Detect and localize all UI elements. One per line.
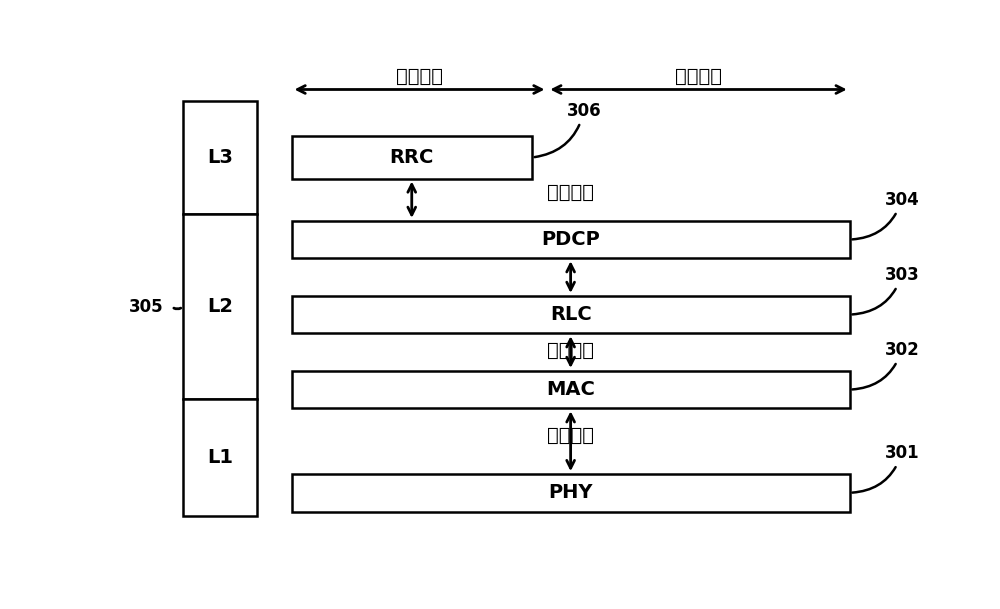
Bar: [292, 474, 850, 512]
Text: 逻辑信道: 逻辑信道: [547, 341, 594, 360]
Text: MAC: MAC: [546, 380, 595, 399]
Text: PHY: PHY: [548, 484, 593, 502]
Text: 301: 301: [852, 444, 919, 493]
Text: 传输信道: 传输信道: [547, 426, 594, 445]
Text: L2: L2: [207, 297, 233, 316]
Bar: [292, 371, 850, 409]
Text: 用户平面: 用户平面: [675, 67, 722, 86]
Text: PDCP: PDCP: [541, 230, 600, 249]
Text: 306: 306: [535, 102, 601, 157]
Text: RLC: RLC: [550, 305, 592, 324]
Bar: [292, 221, 850, 258]
Bar: [292, 296, 850, 333]
Text: 303: 303: [852, 266, 919, 314]
Bar: [183, 399, 257, 516]
Text: 304: 304: [852, 191, 919, 239]
Bar: [292, 136, 532, 178]
Text: L3: L3: [207, 148, 233, 167]
Text: 无线承载: 无线承载: [547, 183, 594, 202]
Text: 控制平面: 控制平面: [396, 67, 443, 86]
Text: RRC: RRC: [390, 148, 434, 167]
Bar: [183, 101, 257, 214]
Text: L1: L1: [207, 448, 233, 467]
Bar: [183, 214, 257, 399]
Text: 302: 302: [852, 341, 919, 389]
Text: 305: 305: [129, 298, 164, 315]
